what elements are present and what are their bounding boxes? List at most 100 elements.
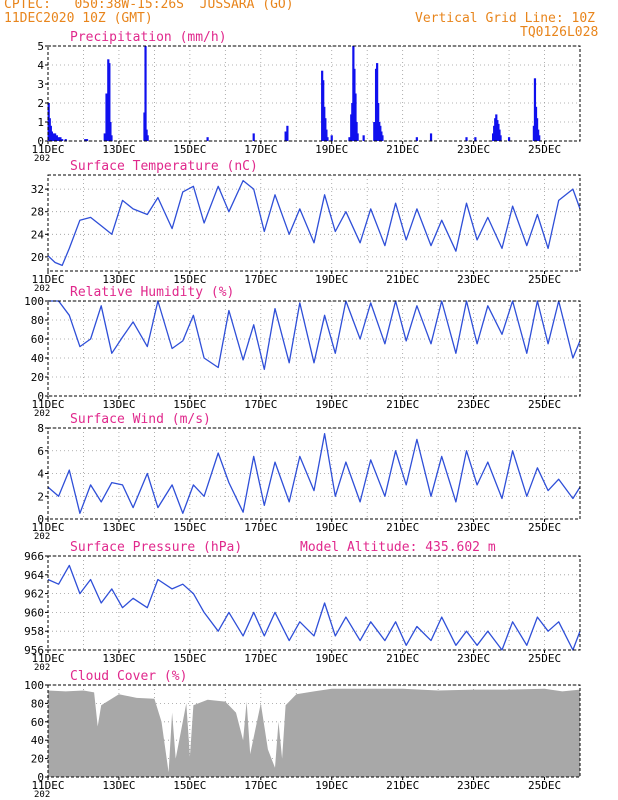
- temp-panel: 20 24 28 32 11DEC 13DEC 15DEC 17DEC 19DEC 21DEC 23…: [31, 159, 581, 294]
- x-tick-label: 11DEC: [31, 273, 64, 286]
- year-stub-label: 202: [34, 409, 50, 419]
- y-tick-label: 962: [24, 588, 44, 601]
- x-tick-label: 25DEC: [528, 521, 561, 534]
- rh-series-line: [48, 300, 581, 371]
- x-tick-label: 15DEC: [173, 779, 206, 792]
- y-tick-label: 966: [24, 550, 44, 563]
- year-stub-label: 202: [34, 532, 50, 542]
- precip-bar: [110, 135, 113, 141]
- cloud-cover-area: [48, 688, 580, 777]
- x-tick-label: 21DEC: [386, 779, 419, 792]
- y-tick-label: 60: [31, 333, 44, 346]
- y-tick-label: 24: [31, 228, 45, 241]
- precip-bar: [105, 93, 108, 141]
- x-tick-label: 23DEC: [457, 143, 490, 156]
- panel-title: Relative Humidity (%): [70, 285, 234, 300]
- y-tick-label: 6: [37, 445, 44, 458]
- y-tick-label: 20: [31, 371, 44, 384]
- x-tick-label: 19DEC: [315, 779, 348, 792]
- precip-bar: [330, 135, 333, 141]
- x-tick-label: 19DEC: [315, 652, 348, 665]
- precip-bar: [415, 137, 418, 141]
- wind-series-line: [47, 433, 581, 514]
- x-tick-label: 15DEC: [173, 398, 206, 411]
- y-tick-label: 4: [37, 468, 44, 481]
- y-tick-label: 28: [31, 206, 44, 219]
- header-grid-note: Vertical Grid Line: 10Z: [415, 11, 596, 26]
- panel-title: Cloud Cover (%): [70, 669, 187, 684]
- y-tick-label: 100: [24, 679, 44, 692]
- y-tick-label: 40: [31, 734, 44, 747]
- x-tick-label: 19DEC: [315, 273, 348, 286]
- x-tick-label: 13DEC: [102, 273, 135, 286]
- header-line-1: CPTEC: 050:38W-15:26S JUSSARA (GO): [4, 0, 294, 12]
- precip-bar: [356, 133, 359, 141]
- y-tick-label: 0: [37, 390, 44, 403]
- panel-frame: [47, 427, 581, 520]
- y-tick-label: 956: [24, 644, 44, 657]
- precip-bar: [381, 135, 384, 141]
- temp-series-line: [47, 179, 581, 267]
- y-tick-label: 100: [24, 295, 44, 308]
- y-tick-label: 20: [31, 753, 44, 766]
- precip-bar: [376, 63, 379, 141]
- precip-bar: [429, 133, 433, 141]
- y-tick-label: 0: [37, 513, 44, 526]
- x-tick-label: 17DEC: [244, 273, 277, 286]
- y-tick-label: 32: [31, 183, 44, 196]
- panel-frame: [47, 174, 581, 272]
- y-tick-label: 4: [37, 59, 44, 72]
- precip-bar: [362, 135, 365, 141]
- y-tick-label: 80: [31, 314, 44, 327]
- x-tick-label: 25DEC: [528, 398, 561, 411]
- x-tick-label: 15DEC: [173, 652, 206, 665]
- wind-panel: 0 2 4 6 8 11DEC 13DEC 15DEC 17DEC 19DEC 21DEC 23DEC…: [31, 412, 581, 542]
- panel-frame: [47, 45, 581, 142]
- x-tick-label: 19DEC: [315, 143, 348, 156]
- x-tick-label: 11DEC: [31, 143, 64, 156]
- precip-bar: [465, 137, 468, 141]
- x-tick-label: 21DEC: [386, 521, 419, 534]
- y-tick-label: 964: [24, 569, 44, 582]
- x-tick-label: 21DEC: [386, 398, 419, 411]
- precip-bar: [355, 122, 358, 141]
- x-tick-label: 15DEC: [173, 143, 206, 156]
- precip-bar: [85, 139, 89, 141]
- panel-frame: [47, 555, 581, 651]
- y-tick-label: 0: [37, 135, 44, 148]
- precip-bar: [144, 46, 147, 141]
- model-altitude-label: Model Altitude: 435.602 m: [300, 540, 496, 555]
- panel-title: Surface Pressure (hPa): [70, 540, 242, 555]
- x-tick-label: 21DEC: [386, 273, 419, 286]
- x-tick-label: 21DEC: [386, 652, 419, 665]
- precip-bar: [474, 137, 477, 141]
- x-tick-label: 13DEC: [102, 779, 135, 792]
- x-tick-label: 17DEC: [244, 398, 277, 411]
- y-tick-label: 958: [24, 625, 44, 638]
- precip-bar: [286, 125, 289, 141]
- y-tick-label: 0: [37, 771, 44, 784]
- panel-frame: [47, 300, 581, 397]
- x-tick-label: 23DEC: [457, 273, 490, 286]
- x-tick-label: 23DEC: [457, 398, 490, 411]
- x-tick-label: 19DEC: [315, 521, 348, 534]
- y-tick-label: 60: [31, 716, 44, 729]
- precip-bar: [206, 137, 209, 141]
- precip-bar: [326, 137, 329, 141]
- x-tick-label: 25DEC: [528, 273, 561, 286]
- year-stub-label: 202: [34, 790, 50, 800]
- x-tick-label: 13DEC: [102, 398, 135, 411]
- precip-bar: [108, 63, 111, 141]
- precip-bar: [55, 135, 58, 141]
- cloud-panel: 0 20 40 60 80 100 11DEC 13DEC 15DEC 17DEC 19DEC 21D…: [24, 669, 581, 800]
- x-tick-label: 17DEC: [244, 143, 277, 156]
- x-tick-label: 25DEC: [528, 652, 561, 665]
- precip-bar: [499, 135, 502, 141]
- y-tick-label: 8: [37, 422, 44, 435]
- x-tick-label: 23DEC: [457, 521, 490, 534]
- x-tick-label: 11DEC: [31, 398, 64, 411]
- precip-bar: [57, 137, 60, 141]
- precip-bar: [354, 93, 357, 141]
- precip-bar: [61, 139, 64, 141]
